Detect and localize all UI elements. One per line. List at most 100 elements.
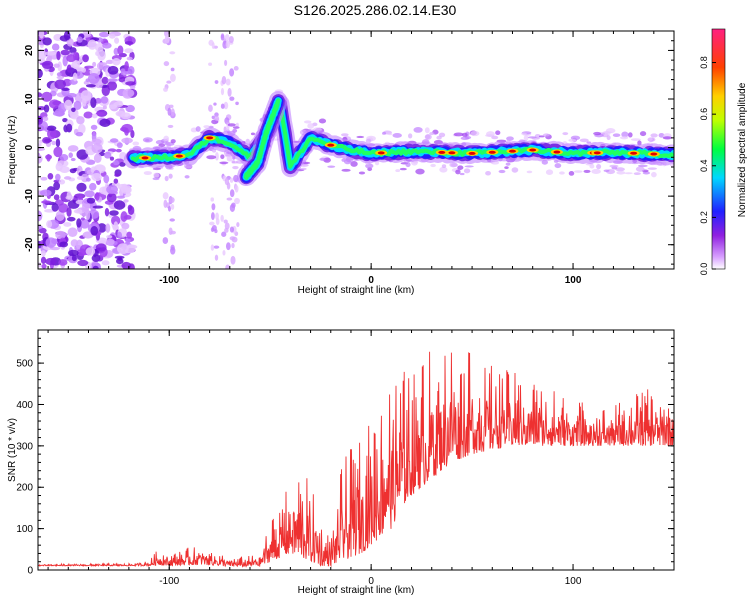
band-halo-blob (606, 135, 611, 141)
band-halo-blob (463, 168, 471, 174)
ridge-hotspot-core (650, 152, 658, 156)
noise-blob (167, 107, 172, 116)
noise-blob (69, 168, 77, 174)
band-halo-blob (527, 136, 537, 139)
noise-blob (101, 260, 110, 266)
band-halo-blob (505, 162, 511, 166)
noise-blob (42, 116, 49, 122)
band-halo-blob (365, 138, 372, 144)
noise-blob (53, 63, 60, 68)
noise-blob (224, 222, 230, 230)
noise-blob (224, 177, 230, 186)
noise-blob (38, 31, 45, 39)
noise-blob (229, 226, 235, 233)
snr-xtick-label: 0 (368, 576, 374, 587)
noise-blob (164, 175, 169, 182)
noise-blob (126, 231, 133, 239)
noise-blob (91, 172, 102, 182)
noise-blob (53, 194, 60, 201)
noise-blob (226, 156, 233, 162)
band-halo-blob (341, 168, 351, 172)
noise-blob (56, 160, 69, 168)
band-halo-blob (568, 138, 577, 142)
noise-blob (40, 256, 47, 265)
band-halo-blob (408, 133, 413, 139)
noise-blob (94, 192, 100, 201)
band-halo-blob (424, 127, 430, 134)
noise-blob (82, 54, 89, 63)
noise-blob (170, 73, 176, 82)
ridge-hotspot-core (630, 151, 638, 155)
noise-blob (113, 200, 126, 210)
spectrogram-xlabel: Height of straight line (km) (298, 285, 415, 296)
ridge-hotspot-core (175, 154, 183, 158)
colorbar-gradient (712, 29, 725, 269)
noise-blob (109, 33, 116, 39)
noise-blob (51, 203, 59, 212)
band-halo-blob (441, 164, 447, 168)
colorbar-tick-label: 0.2 (699, 211, 709, 224)
band-halo-blob (506, 136, 514, 141)
noise-blob (55, 210, 65, 222)
noise-blob (229, 96, 235, 101)
band-halo-blob (451, 163, 458, 167)
noise-blob (38, 154, 43, 164)
noise-blob (73, 100, 82, 111)
band-halo-blob (650, 133, 658, 138)
band-halo-blob (341, 158, 346, 162)
noise-blob (211, 203, 216, 211)
ridge-steep-segment (244, 98, 281, 180)
noise-blob (124, 127, 129, 136)
noise-blob (107, 65, 119, 75)
ridge-hotspot-core (529, 148, 537, 152)
noise-blob (84, 190, 95, 198)
noise-blob (106, 184, 118, 195)
snr-panel: -100 0 100 0 100 200 300 400 500 Height of strai… (7, 329, 675, 596)
band-halo-blob (485, 134, 495, 137)
snr-xtick-label: -100 (159, 576, 179, 587)
band-halo-blob (219, 161, 229, 165)
noise-blob (233, 66, 239, 71)
band-halo-blob (586, 141, 592, 144)
snr-ylabel: SNR (10 * v/v) (7, 418, 18, 482)
band-halo-blob (562, 132, 569, 136)
noise-blob (71, 107, 76, 113)
noise-blob (113, 160, 120, 166)
noise-blob (55, 138, 61, 148)
noise-blob (75, 132, 84, 137)
noise-blob (56, 72, 62, 77)
noise-blob (213, 245, 220, 249)
noise-blob (235, 101, 239, 106)
noise-blob (51, 43, 60, 51)
noise-blob (168, 104, 174, 109)
noise-blob (53, 181, 61, 191)
band-halo-blob (591, 169, 601, 174)
band-halo-blob (651, 171, 657, 178)
noise-blob (45, 257, 57, 266)
noise-blob (76, 36, 83, 43)
noise-blob (86, 197, 96, 204)
noise-blob (225, 264, 231, 269)
band-halo-blob (206, 155, 217, 160)
ridge-hotspot-core (327, 143, 335, 147)
noise-blob (126, 244, 136, 254)
noise-blob (169, 51, 176, 55)
spec-xtick-label: 0 (368, 275, 374, 286)
noise-blob (130, 85, 136, 90)
noise-blob (56, 50, 61, 61)
noise-blob (77, 259, 89, 267)
noise-blob (120, 70, 128, 76)
band-halo-blob (543, 133, 550, 137)
noise-blob (66, 123, 73, 133)
noise-blob (59, 154, 69, 162)
noise-blob (85, 84, 96, 88)
noise-blob (39, 139, 44, 144)
noise-blob (70, 157, 76, 162)
ridge-hotspot-core (508, 149, 516, 153)
noise-blob (163, 61, 170, 67)
band-halo-blob (387, 133, 393, 136)
noise-blob (231, 202, 236, 209)
noise-blob (224, 34, 230, 42)
band-halo-blob (504, 166, 509, 169)
band-halo-blob (541, 159, 549, 165)
